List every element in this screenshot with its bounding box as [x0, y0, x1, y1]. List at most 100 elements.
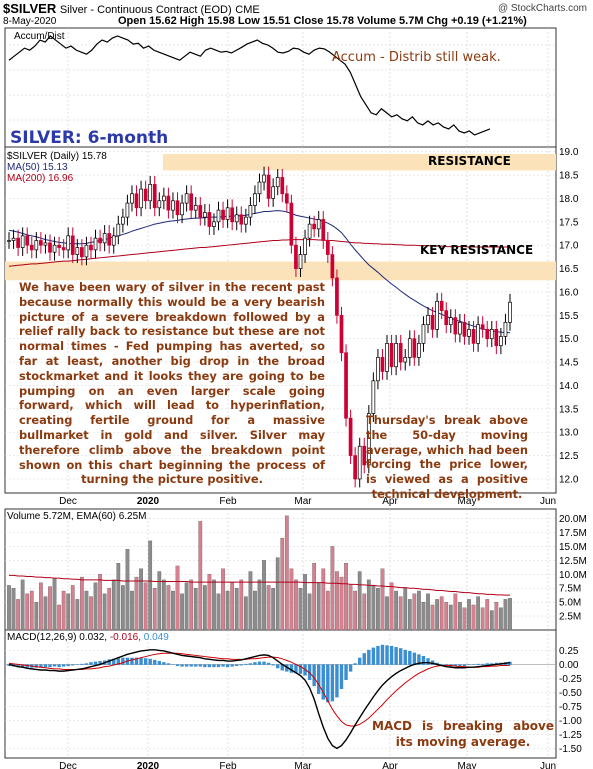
price-candle — [143, 188, 148, 202]
volume-bar — [248, 571, 253, 631]
price-candle — [253, 193, 257, 206]
volume-bar — [125, 549, 130, 631]
price-candle — [116, 223, 121, 237]
price-candle — [421, 324, 426, 344]
volume-bar — [80, 576, 84, 631]
macd-histogram-bar — [52, 664, 57, 667]
macd-histogram-bar — [107, 659, 111, 665]
macd-histogram-bar — [235, 664, 239, 667]
price-candle — [70, 235, 75, 255]
price-candle — [494, 329, 499, 347]
macd-histogram-bar — [134, 657, 139, 665]
macd-histogram-bar — [271, 664, 275, 666]
macd-histogram-bar — [130, 657, 134, 665]
volume-bar — [34, 601, 39, 631]
macd-histogram-bar — [175, 664, 180, 667]
price-candle — [248, 205, 253, 218]
volume-bar — [262, 560, 266, 631]
macd-histogram-bar — [180, 664, 184, 667]
price-candle — [357, 445, 362, 480]
volume-bar — [130, 590, 134, 631]
volume-bar — [462, 607, 467, 631]
macd-histogram-bar — [385, 645, 389, 665]
volume-bar — [121, 585, 125, 631]
price-candle — [221, 209, 225, 220]
macd-histogram-bar — [467, 664, 471, 665]
volume-bar — [476, 596, 480, 631]
volume-bar — [485, 599, 490, 631]
macd-histogram-bar — [362, 653, 366, 665]
volume-bar — [284, 515, 289, 631]
macd-histogram-bar — [25, 664, 29, 668]
price-candle — [330, 254, 335, 279]
macd-histogram-bar — [162, 662, 166, 665]
macd-histogram-bar — [376, 645, 380, 665]
volume-bar — [489, 610, 494, 631]
price-candle — [262, 174, 266, 183]
price-candle — [184, 193, 189, 204]
volume-bar — [230, 582, 235, 631]
macd-histogram-bar — [339, 664, 344, 689]
accum-dist-note: Accum - Distrib still weak. — [332, 50, 501, 65]
macd-line — [8, 649, 511, 750]
volume-bar — [458, 601, 462, 631]
price-candle — [371, 380, 376, 414]
macd-histogram-bar — [371, 647, 376, 665]
volume-axis-label: 20.0M — [559, 514, 587, 525]
price-candle — [16, 237, 20, 248]
macd-histogram-bar — [184, 664, 189, 667]
price-candle — [316, 219, 321, 230]
price-candle — [43, 242, 48, 246]
price-axis-label: 12.0 — [559, 474, 579, 485]
volume-bar — [143, 582, 148, 631]
key-resistance-label: KEY RESISTANCE — [420, 243, 534, 257]
price-candle — [394, 343, 398, 368]
price-candle — [189, 193, 194, 211]
volume-bar — [16, 599, 20, 631]
price-candle — [325, 240, 330, 255]
macd-axis-label: -1.50 — [559, 744, 582, 755]
accum-dist-legend: Accum/Dist — [14, 31, 65, 42]
volume-bar — [303, 574, 307, 631]
volume-bar — [253, 590, 257, 631]
price-candle — [75, 247, 80, 255]
volume-bar — [107, 588, 112, 631]
volume-bar — [39, 582, 43, 631]
macd-histogram-bar — [7, 664, 11, 667]
price-axis-label: 13.0 — [559, 428, 579, 439]
macd-histogram-bar — [34, 664, 39, 668]
volume-bar — [508, 597, 512, 631]
price-candle — [439, 300, 444, 311]
quote-line: Open 15.62 High 15.98 Low 15.51 Close 15… — [118, 15, 527, 27]
macd-histogram-bar — [216, 664, 221, 668]
price-candle — [467, 329, 471, 337]
macd-histogram-bar — [207, 664, 212, 668]
volume-bar — [271, 588, 276, 631]
macd-histogram-bar — [276, 664, 280, 669]
price-candle — [98, 237, 102, 244]
price-candle — [157, 200, 162, 209]
volume-bar — [93, 582, 98, 631]
volume-bar — [66, 593, 71, 631]
macd-histogram-bar — [421, 656, 426, 665]
x-tick-label: Apr — [382, 496, 398, 507]
price-axis-label: 14.5 — [559, 358, 579, 369]
macd-histogram-bar — [458, 664, 462, 667]
macd-histogram-bar — [203, 664, 207, 668]
key-resistance-band — [5, 261, 556, 281]
x-tick-label: Dec — [59, 496, 77, 507]
price-candle — [61, 247, 66, 251]
macd-histogram-bar — [266, 662, 271, 665]
macd-histogram-bar — [330, 664, 335, 702]
price-candle — [216, 209, 221, 223]
price-candle — [134, 193, 139, 209]
price-axis-label: 16.5 — [559, 264, 579, 275]
macd-histogram-bar — [321, 664, 325, 700]
macd-axis-label: -1.25 — [559, 730, 582, 741]
macd-histogram-bar — [480, 663, 485, 665]
volume-bar — [29, 590, 34, 631]
macd-histogram-bar — [157, 661, 162, 665]
macd-legend: MACD(12,26,9) 0.032, -0.016, 0.049 — [7, 632, 169, 643]
price-candle — [243, 216, 248, 225]
volume-bar — [371, 585, 376, 631]
